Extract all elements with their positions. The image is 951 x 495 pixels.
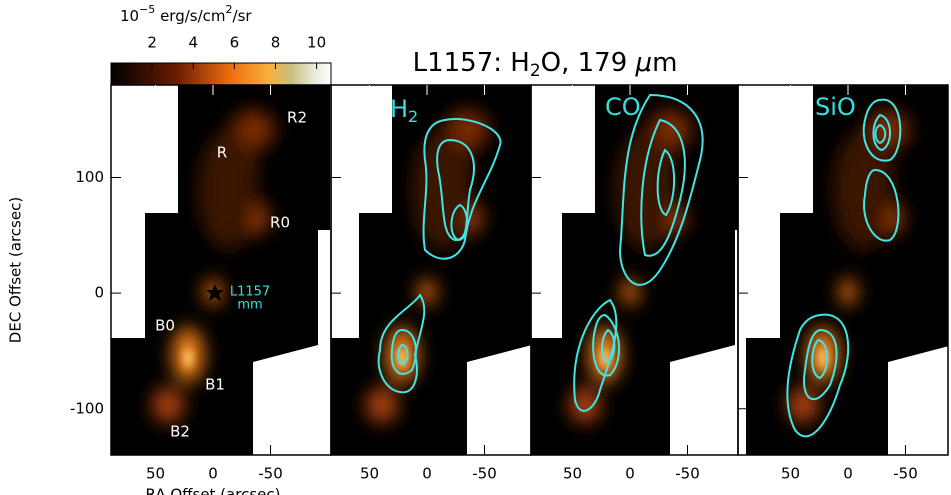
- panel-label: H2: [390, 95, 418, 126]
- panel-label: SiO: [815, 93, 856, 121]
- x-tick-label: 50: [146, 465, 165, 483]
- panel-image: [746, 85, 951, 455]
- panel-label: CO: [605, 93, 641, 121]
- source-star: [206, 284, 224, 301]
- panel-image: [325, 85, 544, 455]
- y-axis-label: DEC Offset (arcsec): [7, 197, 25, 343]
- annotation: B0: [155, 317, 175, 335]
- x-tick-label: -50: [675, 465, 700, 483]
- y-tick-label: 100: [75, 168, 104, 186]
- x-tick-label: 50: [563, 465, 582, 483]
- annotation: L1157: [230, 285, 270, 300]
- x-tick-label: 50: [781, 465, 800, 483]
- colorbar-tick-label: 8: [271, 34, 281, 52]
- y-tick-label: -100: [70, 399, 104, 417]
- x-axis-label: RA Offset (arcsec): [146, 486, 281, 495]
- y-tick-label: 0: [94, 284, 104, 302]
- colorbar-tick-label: 4: [188, 34, 198, 52]
- x-tick-label: -50: [893, 465, 918, 483]
- x-tick-label: 0: [843, 465, 853, 483]
- panel-image: [111, 85, 330, 455]
- x-tick-label: 0: [208, 465, 218, 483]
- x-tick-label: 0: [422, 465, 432, 483]
- annotation: R0: [270, 214, 290, 232]
- annotation: B2: [170, 423, 190, 441]
- x-tick-label: 0: [625, 465, 635, 483]
- colorbar-tick-label: 6: [230, 34, 240, 52]
- annotation: R2: [287, 109, 307, 127]
- annotation: R: [217, 144, 227, 162]
- colorbar: [110, 62, 332, 86]
- x-tick-label: -50: [258, 465, 283, 483]
- annotation: B1: [205, 376, 225, 394]
- panel-image: [528, 85, 747, 455]
- colorbar-tick-label: 10: [307, 34, 326, 52]
- title: L1157: H2O, 179 μm: [413, 48, 678, 82]
- x-tick-label: -50: [472, 465, 497, 483]
- panel-frame: [737, 84, 949, 456]
- colorbar-label: 10−5 erg/s/cm2/sr: [120, 3, 252, 25]
- x-tick-label: 50: [360, 465, 379, 483]
- colorbar-tick-label: 2: [147, 34, 157, 52]
- annotation: mm: [237, 298, 262, 313]
